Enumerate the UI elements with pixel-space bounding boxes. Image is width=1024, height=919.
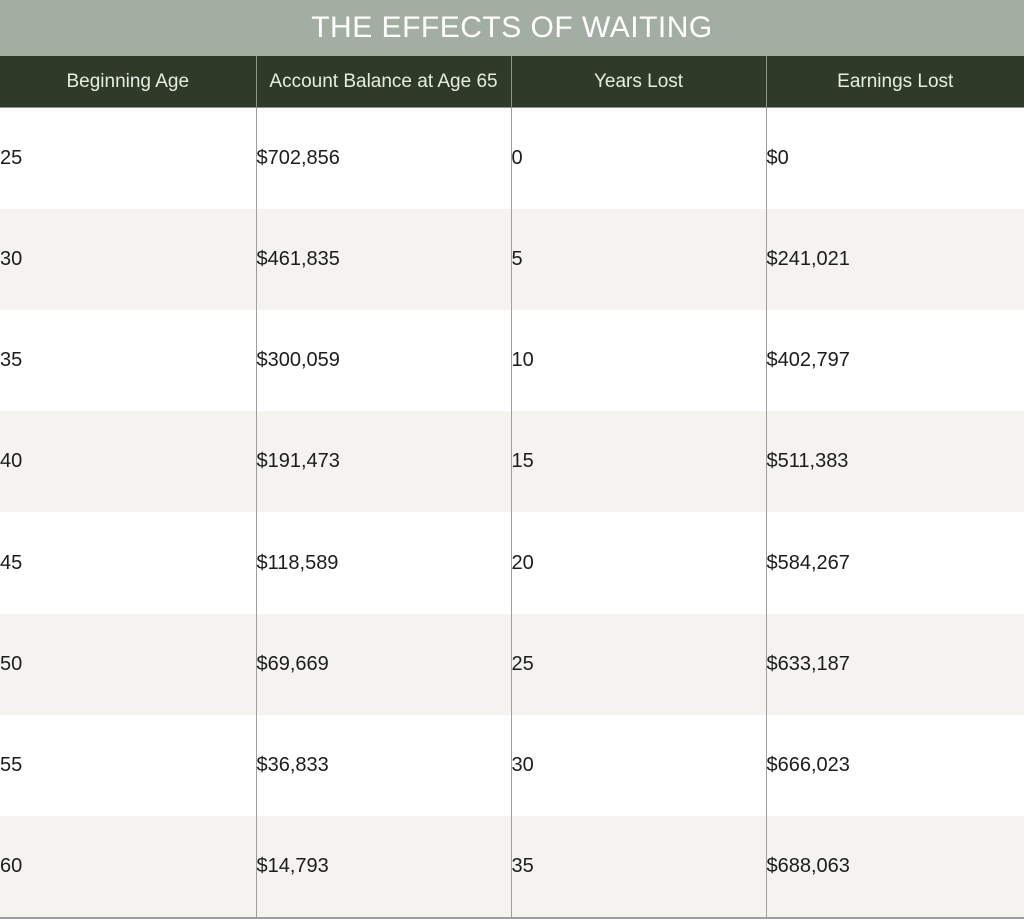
column-header-years-lost: Years Lost (510, 56, 766, 108)
table-row: 40 $191,473 15 $511,383 (0, 411, 1024, 513)
table-row: 55 $36,833 30 $666,023 (0, 714, 1024, 816)
cell-years-lost: 15 (510, 411, 766, 513)
cell-years-lost: 35 (510, 815, 766, 919)
cell-account-balance: $191,473 (255, 411, 511, 513)
cell-beginning-age: 25 (0, 107, 256, 210)
data-table: Beginning Age Account Balance at Age 65 … (0, 56, 1024, 919)
cell-earnings-lost: $511,383 (765, 411, 1024, 513)
column-header-earnings-lost: Earnings Lost (765, 56, 1024, 108)
title-bar: THE EFFECTS OF WAITING (0, 0, 1024, 56)
cell-earnings-lost: $633,187 (765, 613, 1024, 715)
cell-years-lost: 10 (510, 310, 766, 412)
table-row: 30 $461,835 5 $241,021 (0, 209, 1024, 311)
column-header-beginning-age: Beginning Age (0, 56, 256, 108)
cell-beginning-age: 35 (0, 310, 256, 412)
cell-account-balance: $300,059 (255, 310, 511, 412)
cell-years-lost: 5 (510, 209, 766, 311)
cell-earnings-lost: $402,797 (765, 310, 1024, 412)
cell-beginning-age: 30 (0, 209, 256, 311)
cell-account-balance: $14,793 (255, 815, 511, 919)
header-row: Beginning Age Account Balance at Age 65 … (0, 56, 1024, 108)
cell-beginning-age: 50 (0, 613, 256, 715)
table-body: 25 $702,856 0 $0 30 $461,835 5 $241,021 … (0, 107, 1024, 919)
cell-earnings-lost: $241,021 (765, 209, 1024, 311)
cell-beginning-age: 45 (0, 512, 256, 614)
cell-earnings-lost: $666,023 (765, 714, 1024, 816)
cell-years-lost: 20 (510, 512, 766, 614)
cell-years-lost: 25 (510, 613, 766, 715)
table-title: THE EFFECTS OF WAITING (311, 11, 713, 44)
cell-account-balance: $36,833 (255, 714, 511, 816)
table-row: 60 $14,793 35 $688,063 (0, 815, 1024, 919)
column-header-account-balance: Account Balance at Age 65 (255, 56, 511, 108)
table-row: 45 $118,589 20 $584,267 (0, 512, 1024, 614)
cell-account-balance: $461,835 (255, 209, 511, 311)
table-row: 50 $69,669 25 $633,187 (0, 613, 1024, 715)
cell-beginning-age: 55 (0, 714, 256, 816)
cell-earnings-lost: $584,267 (765, 512, 1024, 614)
cell-account-balance: $702,856 (255, 107, 511, 210)
cell-beginning-age: 40 (0, 411, 256, 513)
cell-account-balance: $69,669 (255, 613, 511, 715)
cell-years-lost: 30 (510, 714, 766, 816)
table-row: 25 $702,856 0 $0 (0, 107, 1024, 210)
cell-beginning-age: 60 (0, 815, 256, 919)
cell-years-lost: 0 (510, 107, 766, 210)
cell-earnings-lost: $688,063 (765, 815, 1024, 919)
cell-earnings-lost: $0 (765, 107, 1024, 210)
cell-account-balance: $118,589 (255, 512, 511, 614)
table-row: 35 $300,059 10 $402,797 (0, 310, 1024, 412)
